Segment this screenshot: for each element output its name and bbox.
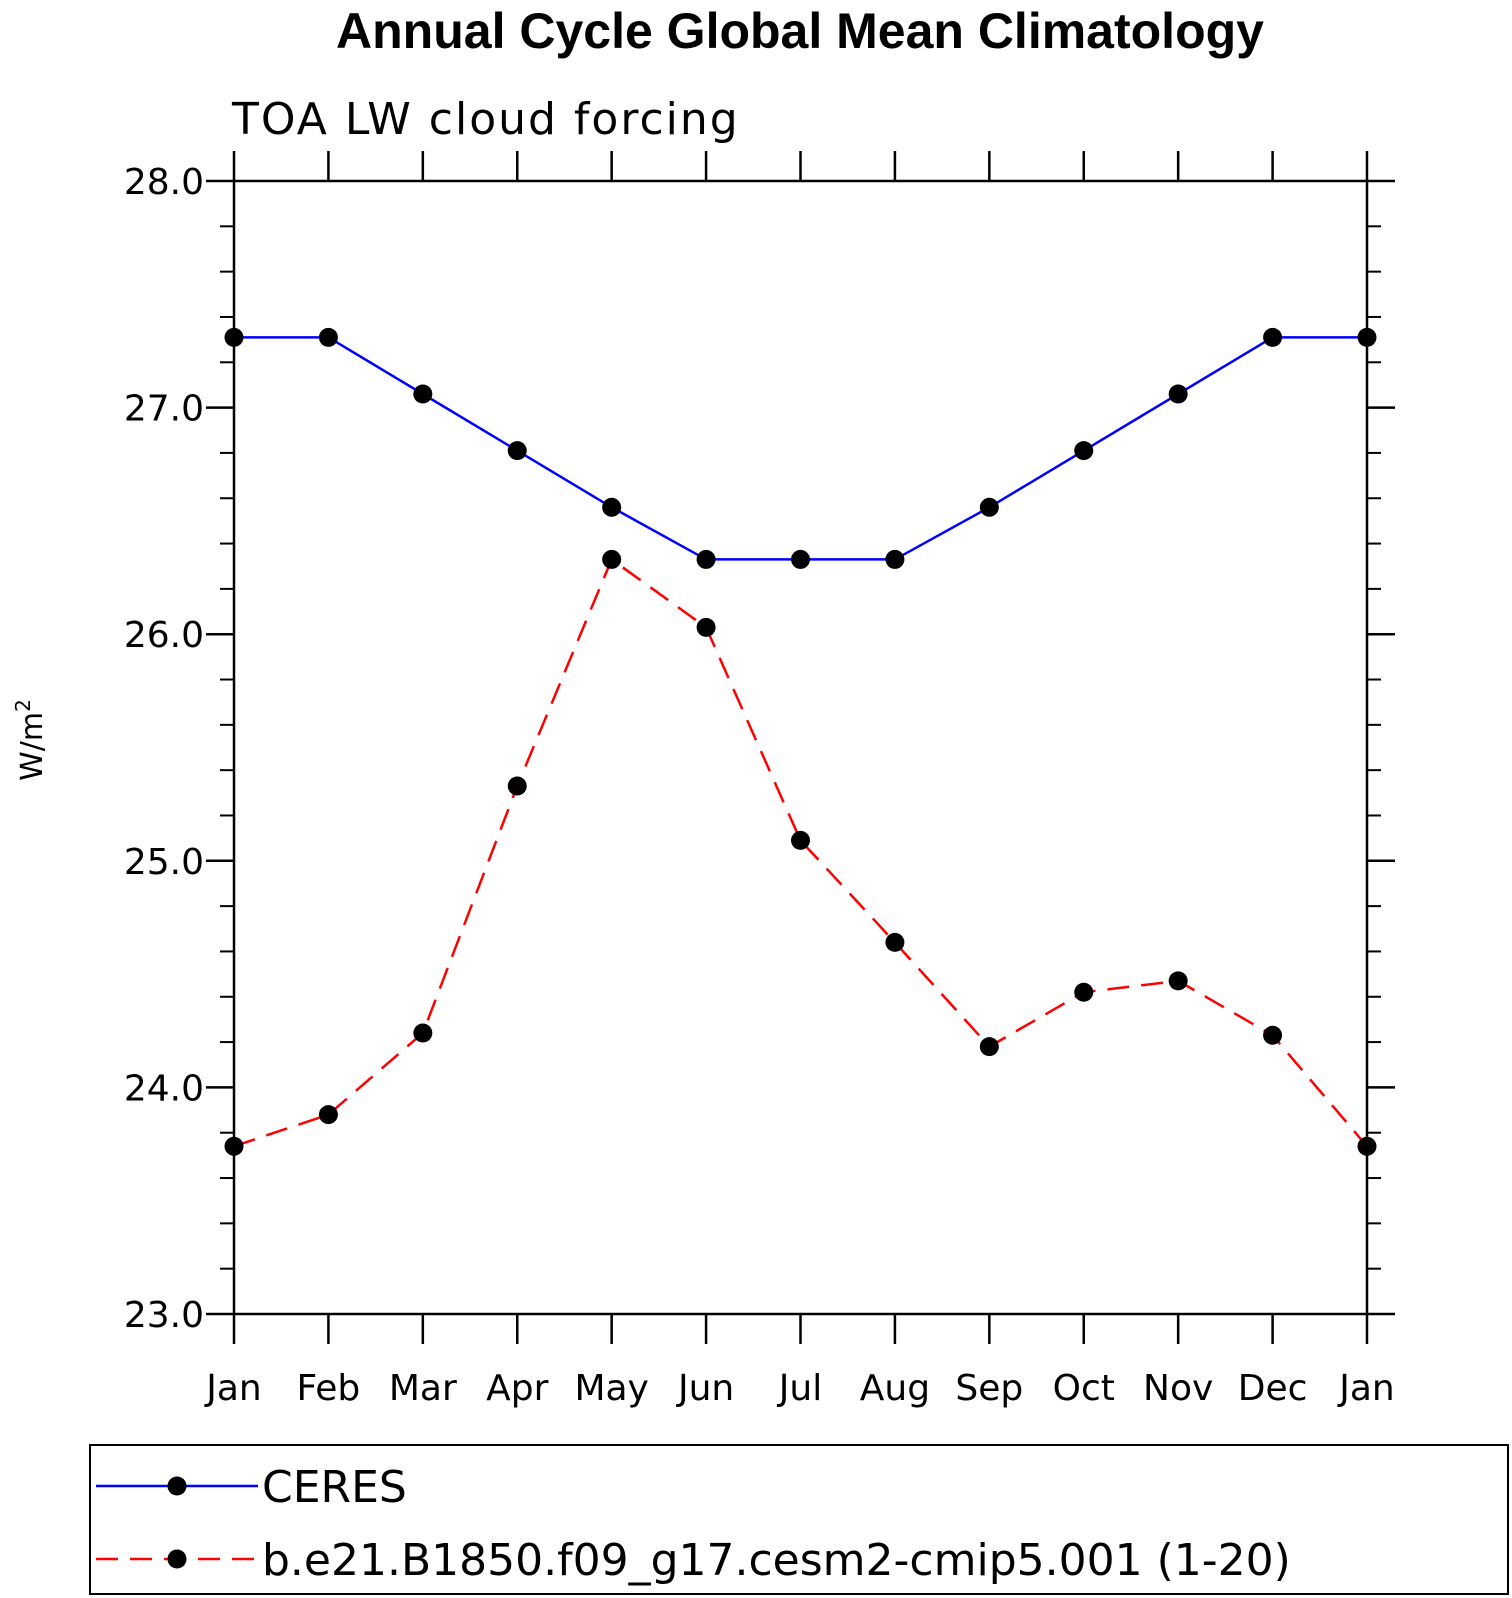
data-point	[696, 617, 716, 637]
x-tick-label: Jul	[777, 1368, 822, 1409]
x-tick-label: Mar	[389, 1368, 457, 1409]
data-point	[885, 549, 905, 569]
x-tick-label: Feb	[297, 1368, 361, 1409]
data-point	[979, 497, 999, 517]
data-point	[413, 1023, 433, 1043]
legend-box	[89, 1444, 1509, 1595]
data-point	[791, 830, 810, 850]
y-tick-label: 28.0	[124, 162, 204, 203]
y-axis-label-base: W/m	[15, 712, 50, 781]
data-point	[1168, 384, 1188, 404]
data-point	[1263, 327, 1283, 347]
data-point	[602, 497, 622, 517]
y-axis-label: W/m2	[11, 699, 50, 781]
data-point	[791, 549, 810, 569]
x-tick-label: Nov	[1143, 1368, 1213, 1409]
legend-label: b.e21.B1850.f09_g17.cesm2-cmip5.001 (1-2…	[262, 1535, 1291, 1586]
y-tick-label: 24.0	[124, 1068, 204, 1109]
data-point	[507, 441, 527, 461]
x-tick-label: Jun	[676, 1368, 734, 1409]
data-point	[1168, 971, 1188, 991]
x-tick-label: Jan	[204, 1368, 262, 1409]
legend-marker	[167, 1549, 187, 1569]
series-line	[234, 336, 1367, 561]
data-point	[1357, 327, 1377, 347]
legend: CERES b.e21.B1850.f09_g17.cesm2-cmip5.001…	[89, 1444, 1509, 1595]
chart-subtitle: TOA LW cloud forcing	[231, 94, 740, 145]
y-axis-label-sup: 2	[11, 699, 35, 712]
x-tick-label: Oct	[1053, 1368, 1115, 1409]
data-point	[885, 932, 905, 952]
x-tick-label: Sep	[955, 1368, 1023, 1409]
legend-marker	[167, 1476, 187, 1496]
y-tick-label: 25.0	[124, 842, 204, 883]
data-point	[1074, 982, 1094, 1002]
data-point	[979, 1037, 999, 1057]
x-tick-label: Aug	[860, 1368, 930, 1409]
series-2	[224, 549, 1377, 1156]
x-tick-label: May	[574, 1368, 648, 1409]
series-layer	[224, 327, 1377, 1156]
y-tick-labels: 23.0 24.0 25.0 26.0 27.0 28.0	[124, 162, 204, 1336]
x-tick-label: Jan	[1337, 1368, 1395, 1409]
legend-label: CERES	[262, 1462, 407, 1513]
data-point	[318, 1105, 338, 1125]
x-tick-labels: Jan Feb Mar Apr May Jun Jul Aug Sep Oct Nov Dec Jan	[204, 1368, 1395, 1409]
series-1	[224, 327, 1377, 569]
data-point	[507, 776, 527, 796]
data-point	[224, 327, 244, 347]
data-point	[1074, 441, 1094, 461]
y-tick-label: 26.0	[124, 615, 204, 656]
data-point	[413, 384, 433, 404]
x-tick-label: Dec	[1238, 1368, 1308, 1409]
chart-title: Annual Cycle Global Mean Climatology	[336, 3, 1264, 59]
data-point	[602, 549, 622, 569]
y-tick-label: 27.0	[124, 389, 204, 430]
data-point	[224, 1136, 244, 1156]
data-point	[318, 327, 338, 347]
plot-frame	[232, 179, 1369, 1316]
x-tick-label: Apr	[486, 1368, 548, 1409]
y-tick-label: 23.0	[124, 1295, 204, 1336]
data-point	[696, 549, 716, 569]
axes	[206, 151, 1395, 1344]
series-line	[233, 557, 1368, 1148]
data-point	[1357, 1136, 1377, 1156]
data-point	[1263, 1025, 1283, 1045]
